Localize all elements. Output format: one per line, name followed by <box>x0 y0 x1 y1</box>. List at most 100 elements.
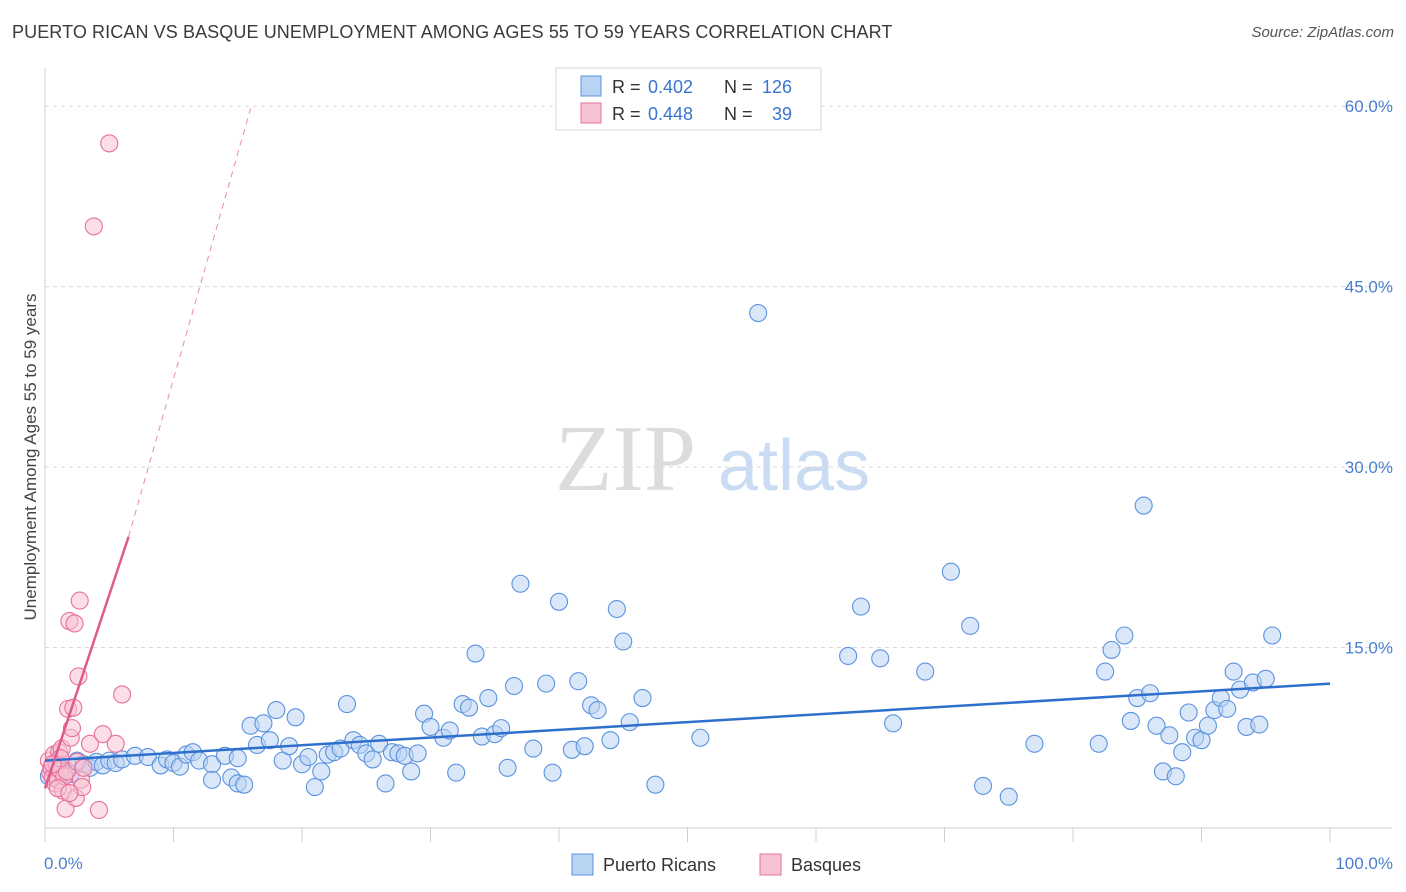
data-point-puerto-rican <box>601 731 620 750</box>
data-point-puerto-rican <box>646 775 665 794</box>
data-point-puerto-rican <box>1166 767 1185 786</box>
data-point-puerto-rican <box>1147 716 1166 735</box>
axes <box>44 68 1392 842</box>
legend-n-label-blue: N = <box>724 77 753 97</box>
data-point-puerto-rican <box>620 713 639 732</box>
data-point-puerto-rican <box>607 599 626 619</box>
data-point-puerto-rican <box>691 728 710 747</box>
watermark-atlas: atlas <box>718 426 870 506</box>
data-point-basque <box>80 734 100 753</box>
data-point-puerto-rican <box>916 662 935 681</box>
data-point-puerto-rican <box>884 714 903 733</box>
data-point-puerto-rican <box>1218 699 1237 718</box>
data-point-puerto-rican <box>408 744 427 763</box>
data-point-puerto-rican <box>1115 626 1134 645</box>
y-tick-label-45: 45.0% <box>1345 278 1393 297</box>
data-point-puerto-rican <box>973 776 993 795</box>
y-tick-label-60: 60.0% <box>1345 97 1393 116</box>
data-point-basque <box>70 591 89 610</box>
data-point-puerto-rican <box>421 717 440 736</box>
data-point-puerto-rican <box>228 749 247 768</box>
data-point-puerto-rican <box>1256 669 1275 688</box>
data-point-puerto-rican <box>524 739 543 758</box>
data-point-puerto-rican <box>305 778 324 797</box>
data-point-puerto-rican <box>286 708 305 727</box>
data-point-puerto-rican <box>851 597 871 616</box>
source-label: Source: ZipAtlas.com <box>1251 24 1394 41</box>
trend-line-puerto-ricans <box>44 682 1331 762</box>
data-point-basque <box>113 685 132 704</box>
y-tick-label-30: 30.0% <box>1345 458 1393 477</box>
data-point-puerto-rican <box>941 562 960 581</box>
trend-lines <box>43 108 1331 789</box>
data-point-puerto-rican <box>1179 703 1198 722</box>
legend-n-value-blue: 126 <box>762 77 792 97</box>
legend-swatch-blue <box>580 75 602 97</box>
data-point-puerto-rican <box>138 747 157 767</box>
data-point-basque <box>106 734 125 753</box>
data-point-puerto-rican <box>235 775 254 794</box>
legend-r-label-pink: R = <box>612 104 641 124</box>
data-point-puerto-rican <box>511 574 530 593</box>
data-point-puerto-rican <box>1134 496 1153 515</box>
tick-labels: 15.0% 30.0% 45.0% 60.0% 0.0% 100.0% <box>44 97 1393 873</box>
data-point-puerto-rican <box>1025 734 1044 753</box>
data-point-puerto-rican <box>260 731 279 750</box>
data-point-puerto-rican <box>402 762 421 781</box>
data-point-puerto-rican <box>569 672 588 691</box>
series-legend-label-pink: Basques <box>791 855 861 875</box>
series-puerto-ricans <box>39 303 1282 806</box>
x-tick-label-max: 100.0% <box>1335 854 1393 873</box>
data-point-basque <box>89 800 109 820</box>
data-point-puerto-rican <box>299 747 318 767</box>
data-point-puerto-rican <box>749 303 768 323</box>
gridlines <box>45 105 1392 649</box>
data-point-puerto-rican <box>1102 640 1121 659</box>
data-point-puerto-rican <box>1173 743 1192 762</box>
watermark-zip: ZIP <box>555 407 696 511</box>
y-axis-label: Unemployment Among Ages 55 to 59 years <box>21 294 40 621</box>
data-point-puerto-rican <box>466 644 485 663</box>
data-point-puerto-rican <box>1263 626 1282 645</box>
data-point-puerto-rican <box>1121 711 1140 730</box>
series-legend-swatch-blue <box>571 853 594 876</box>
data-point-puerto-rican <box>961 616 980 635</box>
data-point-puerto-rican <box>337 695 357 714</box>
data-point-puerto-rican <box>1250 715 1269 734</box>
data-point-puerto-rican <box>549 592 569 611</box>
data-point-puerto-rican <box>376 774 395 793</box>
data-point-puerto-rican <box>447 763 466 782</box>
data-point-puerto-rican <box>254 714 273 733</box>
data-point-puerto-rican <box>1096 662 1115 681</box>
data-point-puerto-rican <box>537 674 556 693</box>
data-point-puerto-rican <box>999 787 1018 806</box>
data-point-puerto-rican <box>498 758 517 777</box>
data-point-puerto-rican <box>633 689 652 708</box>
legend-n-label-pink: N = <box>724 104 753 124</box>
trend-line-basques <box>43 536 130 789</box>
data-point-basque <box>84 217 103 236</box>
data-point-basque <box>65 614 84 633</box>
series-basques <box>39 134 132 820</box>
data-point-puerto-rican <box>1224 662 1243 681</box>
data-point-puerto-rican <box>575 737 594 756</box>
legend-swatch-pink <box>580 102 602 124</box>
x-tick-label-min: 0.0% <box>44 854 83 873</box>
data-point-basque <box>64 698 83 717</box>
legend-r-label-blue: R = <box>612 77 641 97</box>
data-point-puerto-rican <box>1198 716 1217 735</box>
data-point-puerto-rican <box>504 676 524 696</box>
data-point-puerto-rican <box>1160 726 1179 745</box>
legend-r-value-blue: 0.402 <box>648 77 693 97</box>
data-point-puerto-rican <box>312 762 331 781</box>
series-legend-swatch-pink <box>759 853 782 876</box>
data-point-basque <box>62 719 82 738</box>
data-point-puerto-rican <box>614 632 633 651</box>
series-legend: Puerto Ricans Basques <box>571 853 861 876</box>
legend-r-value-pink: 0.448 <box>648 104 693 124</box>
data-point-puerto-rican <box>588 701 607 720</box>
y-tick-label-15: 15.0% <box>1345 639 1393 658</box>
chart-title: PUERTO RICAN VS BASQUE UNEMPLOYMENT AMON… <box>12 22 893 42</box>
data-point-puerto-rican <box>203 770 222 789</box>
